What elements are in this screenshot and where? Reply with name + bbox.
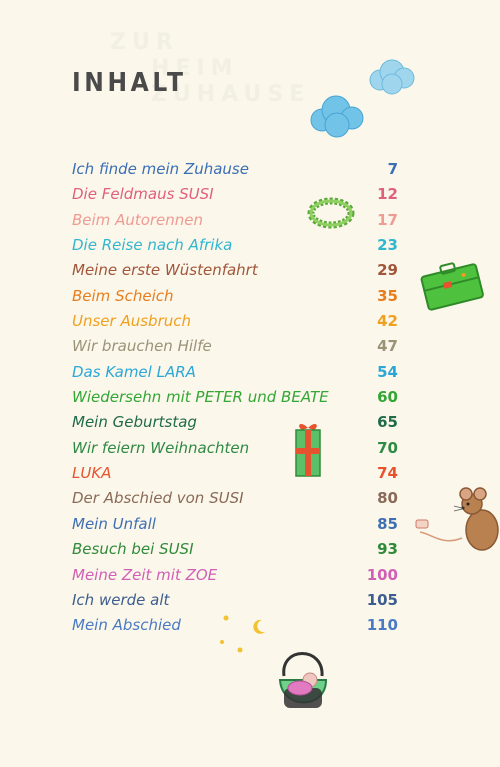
toc-entry[interactable]: Beim Autorennen 17 <box>72 211 398 236</box>
page-number: 7 <box>387 160 398 178</box>
toc-entry[interactable]: Beim Scheich 35 <box>72 287 398 312</box>
toc-entry[interactable]: Mein Unfall 85 <box>72 515 398 540</box>
toc-entry[interactable]: Mein Abschied 110 <box>72 616 398 641</box>
toc-entry[interactable]: LUKA 74 <box>72 464 398 489</box>
page-number: 74 <box>377 464 398 483</box>
cloud-icon <box>310 95 364 138</box>
page-number: 65 <box>377 413 398 432</box>
chapter-title: Die Feldmaus SUSI <box>72 185 214 204</box>
toc-entry[interactable]: Ich finde mein Zuhause 7 <box>72 160 398 185</box>
toc-entry[interactable]: Mein Geburtstag 65 <box>72 413 398 438</box>
page-number: 42 <box>377 312 398 331</box>
chapter-title: Wiedersehn mit PETER und BEATE <box>72 388 329 407</box>
toc-entry[interactable]: Unser Ausbruch 42 <box>72 312 398 337</box>
chapter-title: LUKA <box>72 464 112 483</box>
chapter-title: Ich finde mein Zuhause <box>72 160 249 178</box>
page-number: 85 <box>377 514 398 533</box>
toc-entry[interactable]: Meine Zeit mit ZOE 100 <box>72 566 398 591</box>
chapter-title: Mein Geburtstag <box>72 413 197 432</box>
mouse-icon <box>415 487 499 551</box>
page-number: 70 <box>377 438 398 457</box>
page-number: 47 <box>377 337 398 356</box>
chapter-title: Mein Unfall <box>72 514 156 533</box>
chapter-title: Beim Scheich <box>72 286 174 305</box>
page-number: 17 <box>377 210 398 229</box>
chapter-title: Der Abschied von SUSI <box>72 489 244 508</box>
page-number: 12 <box>377 185 398 204</box>
chapter-title: Mein Abschied <box>72 616 181 635</box>
page-number: 110 <box>366 616 398 635</box>
toc-entry[interactable]: Besuch bei SUSI 93 <box>72 540 398 565</box>
wreath-icon <box>307 197 355 229</box>
baby-seat-icon <box>278 652 328 708</box>
chapter-title: Ich werde alt <box>72 590 170 609</box>
toc-entry[interactable]: Die Feldmaus SUSI 12 <box>72 185 398 210</box>
page-number: 100 <box>366 565 398 584</box>
background-watermark: ZUR HEIM ZUHAUSE <box>110 30 311 107</box>
toc-entry[interactable]: Ich werde alt 105 <box>72 591 398 616</box>
table-of-contents: Ich finde mein Zuhause 7 Die Feldmaus SUSI… <box>72 160 398 642</box>
moon-icon <box>253 619 265 634</box>
page-title: INHALT <box>72 68 187 98</box>
toc-entry[interactable]: Das Kamel LARA 54 <box>72 363 398 388</box>
page-number: 35 <box>377 286 398 305</box>
page-number: 80 <box>377 489 398 508</box>
toc-entry[interactable]: Meine erste Wüstenfahrt 29 <box>72 261 398 286</box>
toc-entry[interactable]: Wiedersehn mit PETER und BEATE 60 <box>72 388 398 413</box>
page-number: 23 <box>377 236 398 255</box>
stars-icon <box>220 615 243 653</box>
chapter-title: Besuch bei SUSI <box>72 540 194 559</box>
gift-icon <box>295 424 321 477</box>
page-number: 60 <box>377 388 398 407</box>
chapter-title: Das Kamel LARA <box>72 362 196 381</box>
chapter-title: Die Reise nach Afrika <box>72 236 233 255</box>
toc-entry[interactable]: Wir brauchen Hilfe 47 <box>72 337 398 362</box>
cloud-icon <box>369 59 415 95</box>
toc-entry[interactable]: Der Abschied von SUSI 80 <box>72 489 398 514</box>
chapter-title: Unser Ausbruch <box>72 312 191 331</box>
chapter-title: Wir feiern Weihnachten <box>72 438 250 457</box>
toc-entry[interactable]: Wir feiern Weihnachten 70 <box>72 439 398 464</box>
page-number: 93 <box>377 540 398 559</box>
chapter-title: Wir brauchen Hilfe <box>72 337 212 356</box>
suitcase-icon <box>420 262 484 311</box>
chapter-title: Meine erste Wüstenfahrt <box>72 261 258 280</box>
page-number: 54 <box>377 362 398 381</box>
chapter-title: Beim Autorennen <box>72 210 204 229</box>
chapter-title: Meine Zeit mit ZOE <box>72 565 218 584</box>
page-number: 29 <box>377 261 398 280</box>
toc-entry[interactable]: Die Reise nach Afrika 23 <box>72 236 398 261</box>
page-number: 105 <box>366 590 398 609</box>
